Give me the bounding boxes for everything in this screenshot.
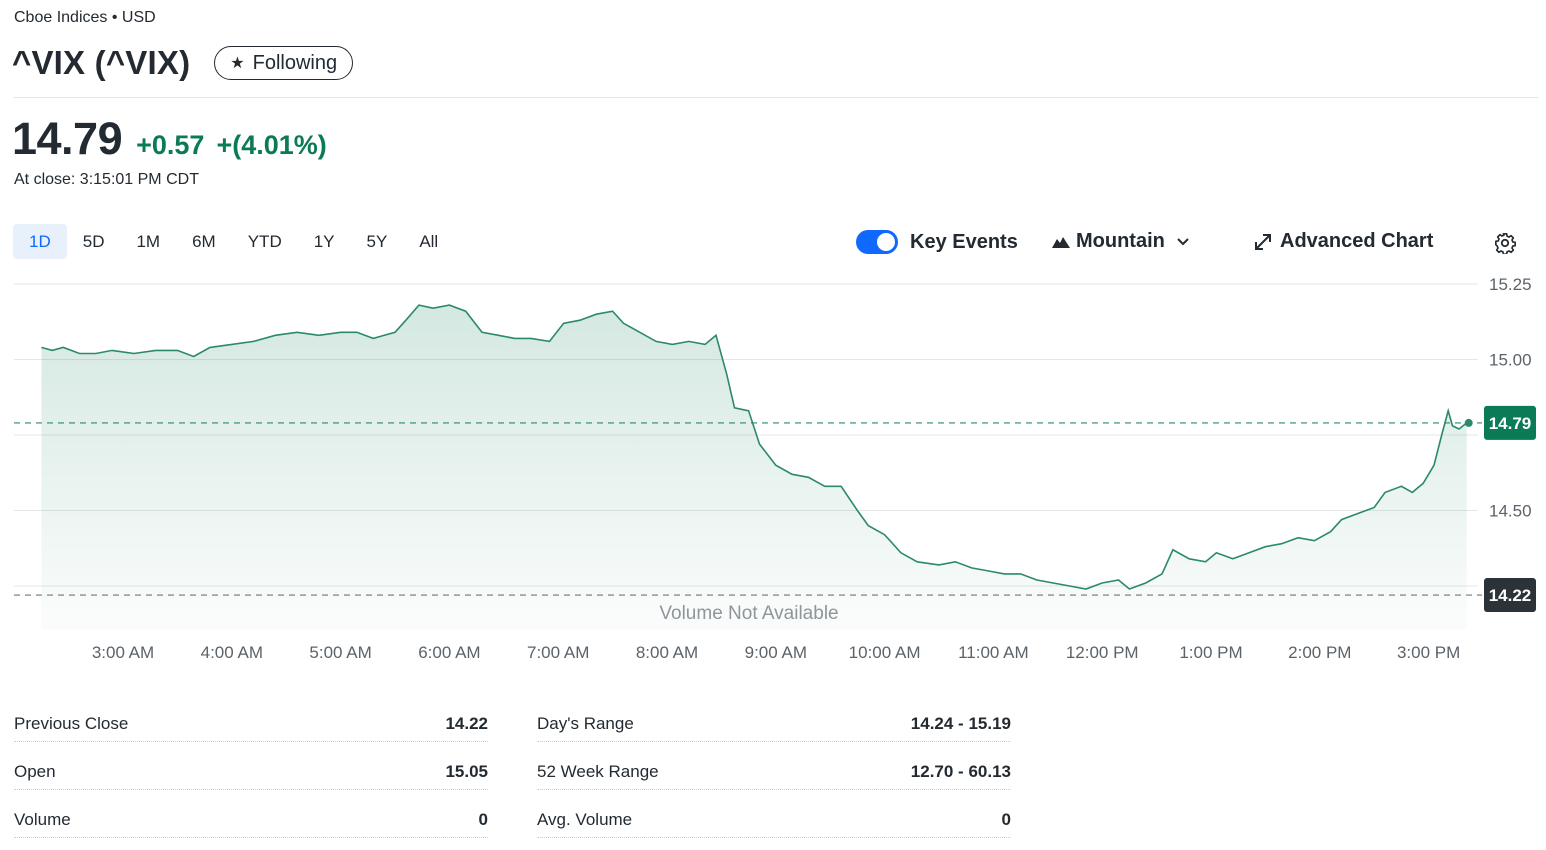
volume-not-available-label: Volume Not Available bbox=[659, 603, 838, 624]
key-events-toggle-group: Key Events bbox=[856, 230, 1018, 254]
stat-value: 0 bbox=[478, 809, 488, 829]
stat-value: 14.22 bbox=[445, 713, 488, 733]
stat-value: 0 bbox=[1001, 809, 1011, 829]
x-tick-label: 10:00 AM bbox=[849, 643, 921, 662]
range-1m-button[interactable]: 1M bbox=[136, 231, 161, 251]
x-tick-label: 9:00 AM bbox=[745, 643, 807, 662]
chart-type-dropdown[interactable]: Mountain bbox=[1052, 230, 1195, 253]
following-label: Following bbox=[252, 51, 338, 74]
x-tick-label: 5:00 AM bbox=[309, 643, 371, 662]
range-1y-button[interactable]: 1Y bbox=[313, 231, 335, 251]
stat-label: Open bbox=[14, 761, 56, 781]
current-price-badge bbox=[1484, 405, 1536, 440]
settings-gear-icon[interactable] bbox=[1494, 232, 1516, 254]
x-tick-label: 3:00 AM bbox=[92, 643, 154, 662]
close-time: At close: 3:15:01 PM CDT bbox=[14, 171, 199, 188]
range-5y-button[interactable]: 5Y bbox=[366, 231, 388, 251]
range-5d-button[interactable]: 5D bbox=[82, 231, 105, 251]
x-tick-label: 7:00 AM bbox=[527, 643, 589, 662]
range-1d-button[interactable]: 1D bbox=[13, 224, 67, 259]
advanced-chart-label: Advanced Chart bbox=[1280, 230, 1434, 252]
range-6m-button[interactable]: 6M bbox=[192, 231, 216, 251]
title-row: ^VIX (^VIX) ★ Following bbox=[12, 44, 354, 82]
price-area-fill bbox=[41, 305, 1467, 630]
x-tick-label: 4:00 AM bbox=[201, 643, 263, 662]
price-change: +0.57 bbox=[136, 130, 205, 160]
stat-label: 52 Week Range bbox=[537, 761, 659, 781]
stats-column-left: Previous Close 14.22 Open 15.05 Volume 0 bbox=[14, 706, 488, 850]
x-tick-label: 3:00 PM bbox=[1397, 643, 1460, 662]
mountain-icon bbox=[1052, 236, 1070, 248]
y-tick-label: 14.50 bbox=[1489, 502, 1532, 521]
price-line bbox=[41, 304, 1468, 590]
stat-label: Day's Range bbox=[537, 713, 634, 733]
key-events-toggle[interactable] bbox=[856, 230, 898, 254]
range-selector: 1D 5D 1M 6M YTD 1Y 5Y All bbox=[13, 224, 454, 259]
stats-column-right: Day's Range 14.24 - 15.19 52 Week Range … bbox=[537, 706, 1011, 850]
current-price-dot bbox=[1464, 418, 1473, 427]
following-button[interactable]: ★ Following bbox=[214, 46, 354, 80]
stat-value: 12.70 - 60.13 bbox=[910, 761, 1011, 781]
x-tick-label: 6:00 AM bbox=[418, 643, 480, 662]
y-tick-label: 15.25 bbox=[1489, 275, 1532, 294]
x-tick-label: 1:00 PM bbox=[1179, 643, 1242, 662]
stat-label: Volume bbox=[14, 809, 71, 829]
price-row: 14.79 +0.57 +(4.01%) bbox=[12, 113, 327, 165]
stat-open: Open 15.05 bbox=[14, 754, 488, 790]
chevron-down-icon bbox=[1177, 237, 1189, 245]
chart-type-label: Mountain bbox=[1076, 230, 1165, 252]
expand-icon bbox=[1255, 233, 1271, 250]
stat-volume: Volume 0 bbox=[14, 802, 488, 838]
y-tick-label: 15.00 bbox=[1489, 351, 1532, 370]
stat-label: Avg. Volume bbox=[537, 809, 633, 829]
current-price-badge-label: 14.79 bbox=[1489, 414, 1532, 433]
current-price: 14.79 bbox=[12, 113, 123, 164]
range-ytd-button[interactable]: YTD bbox=[247, 231, 282, 251]
key-events-label: Key Events bbox=[910, 230, 1018, 253]
x-tick-label: 11:00 AM bbox=[958, 643, 1029, 662]
stat-52-week-range: 52 Week Range 12.70 - 60.13 bbox=[537, 754, 1011, 790]
exchange-label: Cboe Indices • USD bbox=[14, 9, 156, 26]
x-tick-label: 2:00 PM bbox=[1288, 643, 1351, 662]
ticker-title: ^VIX (^VIX) bbox=[12, 44, 191, 81]
previous-close-badge bbox=[1484, 578, 1536, 613]
header-divider bbox=[14, 97, 1538, 98]
x-tick-label: 12:00 PM bbox=[1066, 643, 1139, 662]
toggle-knob bbox=[877, 233, 895, 251]
stat-avg-volume: Avg. Volume 0 bbox=[537, 802, 1011, 838]
x-tick-label: 8:00 AM bbox=[636, 643, 698, 662]
star-icon: ★ bbox=[230, 55, 245, 72]
stat-previous-close: Previous Close 14.22 bbox=[14, 706, 488, 742]
stat-value: 15.05 bbox=[445, 761, 488, 781]
advanced-chart-button[interactable]: Advanced Chart bbox=[1254, 230, 1433, 253]
range-all-button[interactable]: All bbox=[419, 231, 439, 251]
price-chart[interactable]: 15.25 15.00 14.50 14.79 14.22 Volume Not Avai… bbox=[0, 270, 1546, 670]
stat-value: 14.24 - 15.19 bbox=[910, 713, 1011, 733]
price-change-percent: +(4.01%) bbox=[216, 130, 327, 160]
stat-label: Previous Close bbox=[14, 713, 129, 733]
previous-close-badge-label: 14.22 bbox=[1489, 586, 1532, 605]
stat-days-range: Day's Range 14.24 - 15.19 bbox=[537, 706, 1011, 742]
